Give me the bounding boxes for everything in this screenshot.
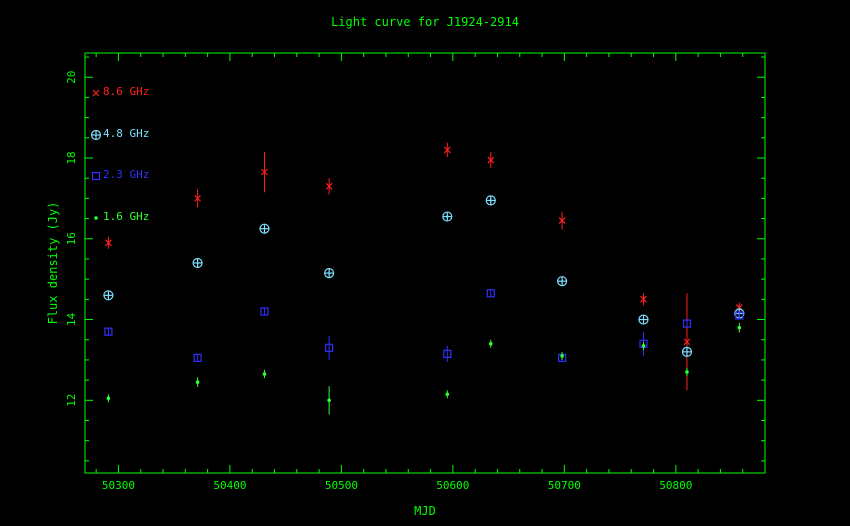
legend-marker	[94, 216, 98, 220]
data-point	[192, 257, 203, 269]
x-tick-label: 50400	[213, 479, 246, 492]
legend-item: 4.8 GHz	[90, 127, 149, 141]
series-1-6-ghz	[106, 322, 742, 415]
data-marks	[103, 142, 745, 415]
legend: 8.6 GHz 4.8 GHz 2.3 GHz 1.6 GHz	[90, 85, 149, 223]
legend-item: 8.6 GHz	[92, 85, 149, 98]
x-tick-label: 50800	[659, 479, 692, 492]
data-point	[327, 386, 331, 415]
data-point	[638, 314, 649, 325]
plot-frame	[84, 52, 766, 474]
data-point	[558, 211, 566, 230]
legend-label: 1.6 GHz	[103, 210, 149, 223]
data-point	[445, 390, 450, 399]
legend-item: 2.3 GHz	[91, 168, 149, 181]
x-tick-label: 50600	[436, 479, 469, 492]
legend-item: 1.6 GHz	[94, 210, 149, 223]
data-point	[682, 319, 692, 328]
data-point	[193, 353, 202, 363]
data-point	[681, 346, 693, 357]
y-tick-label: 20	[65, 71, 78, 84]
data-point	[485, 195, 496, 206]
y-tick-label: 14	[65, 313, 78, 327]
series-2-3-ghz	[104, 289, 744, 363]
data-point	[104, 327, 113, 336]
x-axis-label: MJD	[414, 504, 436, 518]
data-point	[560, 351, 564, 360]
legend-label: 2.3 GHz	[103, 168, 149, 181]
legend-label: 4.8 GHz	[103, 127, 149, 140]
x-tick-label: 50500	[325, 479, 358, 492]
data-point	[194, 189, 202, 208]
y-tick-label: 16	[65, 232, 78, 245]
data-point	[735, 311, 744, 320]
data-point	[737, 322, 742, 333]
chart-title: Light curve for J1924-2914	[331, 15, 519, 29]
legend-marker	[92, 89, 100, 97]
data-point	[195, 377, 200, 387]
data-point	[641, 341, 646, 350]
axis-ticks: 50300 50400 50500 50600 50700 50800 12 14 16 18 20	[65, 53, 766, 492]
legend-label: 8.6 GHz	[103, 85, 149, 98]
data-point	[488, 339, 493, 348]
data-point	[262, 370, 267, 379]
data-point	[325, 178, 333, 195]
data-point	[261, 151, 268, 193]
data-point	[443, 142, 451, 158]
x-tick-label: 50300	[102, 479, 135, 492]
x-tick-label: 50700	[548, 479, 581, 492]
data-point	[259, 223, 270, 234]
data-point	[442, 211, 453, 222]
data-point	[557, 276, 568, 287]
data-point	[106, 394, 111, 403]
data-point	[486, 289, 495, 298]
data-point	[443, 345, 452, 362]
legend-marker	[91, 171, 101, 181]
data-point	[104, 236, 112, 249]
data-point	[103, 290, 114, 301]
data-point	[324, 267, 335, 279]
data-point	[685, 368, 689, 377]
legend-marker	[90, 129, 102, 141]
y-tick-label: 12	[65, 394, 78, 407]
data-point	[325, 335, 334, 360]
y-tick-label: 18	[65, 151, 78, 164]
y-axis-label: Flux density (Jy)	[46, 202, 60, 325]
series-4-8-ghz	[103, 195, 745, 357]
data-point	[640, 293, 647, 306]
data-point	[487, 151, 495, 169]
data-point	[260, 307, 269, 316]
